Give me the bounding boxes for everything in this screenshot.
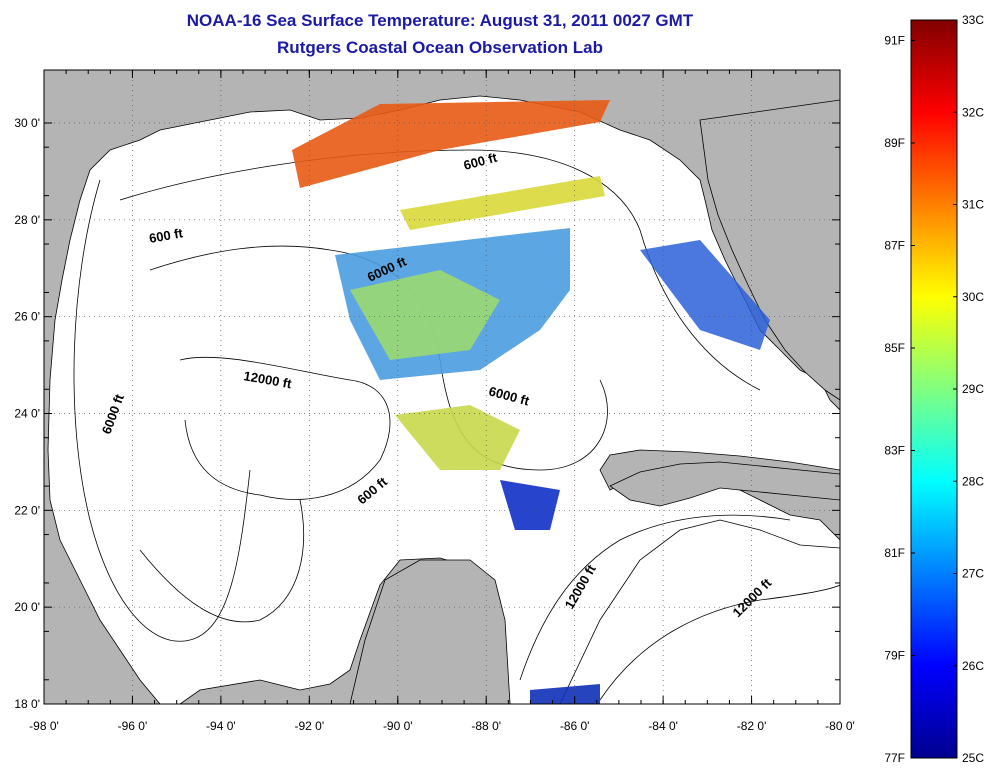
celsius-label: 27C xyxy=(962,567,984,581)
colorbar xyxy=(910,19,958,759)
lon-label: -90 0' xyxy=(383,719,413,733)
celsius-label: 28C xyxy=(962,474,984,488)
fahrenheit-label: 87F xyxy=(884,239,905,253)
swath-main-warm xyxy=(350,270,500,360)
celsius-label: 32C xyxy=(962,105,984,119)
swath-band xyxy=(400,176,605,230)
lon-label: -84 0' xyxy=(648,719,678,733)
lat-label: 26 0' xyxy=(14,310,40,324)
celsius-label: 29C xyxy=(962,382,984,396)
caribbean-water xyxy=(559,519,840,704)
lat-label: 24 0' xyxy=(14,407,40,421)
graticule xyxy=(44,70,840,704)
lon-label: -98 0' xyxy=(29,719,59,733)
axis-ticks xyxy=(43,70,841,705)
fahrenheit-label: 89F xyxy=(884,136,905,150)
fahrenheit-label: 81F xyxy=(884,546,905,560)
colorbar-celsius-labels: 33C 32C 31C 30C 29C 28C 27C 26C 25C xyxy=(962,13,984,765)
lat-label: 30 0' xyxy=(14,116,40,130)
lon-label: -88 0' xyxy=(471,719,501,733)
celsius-label: 30C xyxy=(962,290,984,304)
contour-label: 600 ft xyxy=(148,225,185,246)
celsius-label: 26C xyxy=(962,659,984,673)
swath-south xyxy=(395,405,520,470)
lat-label: 18 0' xyxy=(14,697,40,711)
swath-florida-shelf xyxy=(640,240,770,350)
celsius-label: 25C xyxy=(962,751,984,765)
longitude-labels: -98 0' -96 0' -94 0' -92 0' -90 0' -88 0' -86 … xyxy=(29,719,855,733)
fahrenheit-label: 85F xyxy=(884,341,905,355)
colorbar-ticks xyxy=(911,19,957,759)
lat-label: 28 0' xyxy=(14,213,40,227)
sst-swaths xyxy=(292,100,770,704)
fahrenheit-label: 83F xyxy=(884,444,905,458)
lon-label: -94 0' xyxy=(206,719,236,733)
fahrenheit-label: 79F xyxy=(884,649,905,663)
lon-label: -92 0' xyxy=(295,719,325,733)
fahrenheit-label: 77F xyxy=(884,751,905,765)
lon-label: -80 0' xyxy=(825,719,855,733)
lat-label: 20 0' xyxy=(14,600,40,614)
lon-label: -86 0' xyxy=(560,719,590,733)
celsius-label: 31C xyxy=(962,198,984,212)
yucatan-land xyxy=(349,559,511,704)
lon-label: -96 0' xyxy=(118,719,148,733)
swath-north xyxy=(292,100,610,188)
swath-caribbean xyxy=(530,684,600,704)
map-title: NOAA-16 Sea Surface Temperature: August … xyxy=(186,11,694,30)
latitude-labels: 30 0' 28 0' 26 0' 24 0' 22 0' 20 0' 18 0' xyxy=(14,116,40,711)
florida-land xyxy=(699,99,840,401)
celsius-label: 33C xyxy=(962,13,984,27)
lon-label: -82 0' xyxy=(737,719,767,733)
lat-label: 22 0' xyxy=(14,503,40,517)
colorbar-fahrenheit-labels: 91F 89F 87F 85F 83F 81F 79F 77F xyxy=(884,34,905,766)
fahrenheit-label: 91F xyxy=(884,34,905,48)
swath-yucatan xyxy=(500,480,560,530)
map-subtitle: Rutgers Coastal Ocean Observation Lab xyxy=(277,38,603,57)
cuba-land xyxy=(609,461,840,507)
